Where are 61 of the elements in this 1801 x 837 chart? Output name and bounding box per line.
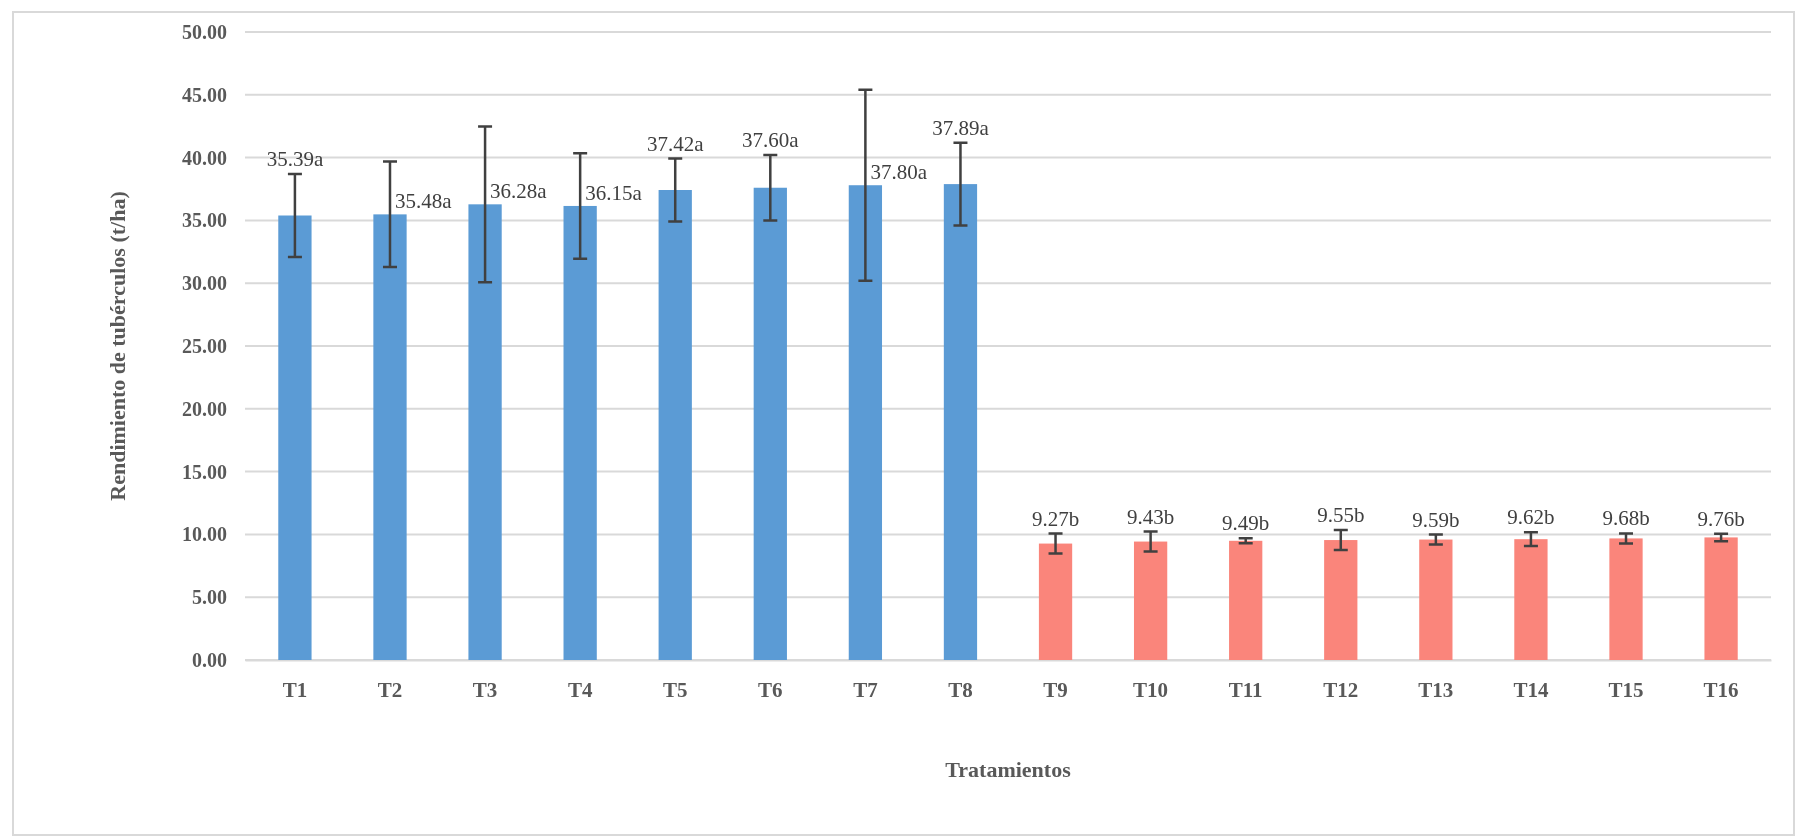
y-tick-label: 25.00 xyxy=(182,334,227,357)
data-label: 37.80a xyxy=(870,160,928,185)
x-tick-label: T9 xyxy=(1043,677,1068,702)
bar xyxy=(1609,538,1643,660)
x-tick-label: T3 xyxy=(472,677,498,702)
y-tick-label: 0.00 xyxy=(192,648,227,671)
x-tick-label: T11 xyxy=(1228,677,1263,702)
x-tick-label: T13 xyxy=(1418,677,1454,702)
data-label: 9.59b xyxy=(1412,507,1460,532)
bar xyxy=(1324,540,1358,660)
bar xyxy=(468,204,502,660)
x-tick-label: T16 xyxy=(1703,677,1739,702)
x-tick-label: T15 xyxy=(1608,677,1644,702)
data-label: 9.27b xyxy=(1031,506,1080,531)
x-tick-label: T2 xyxy=(377,677,403,702)
data-label: 37.42a xyxy=(646,131,705,156)
data-label: 35.48a xyxy=(394,189,453,214)
bar xyxy=(1704,537,1738,660)
bar xyxy=(373,214,407,660)
bar xyxy=(1419,539,1453,660)
data-label: 9.76b xyxy=(1697,506,1745,531)
y-tick-label: 45.00 xyxy=(182,83,227,106)
x-tick-label: T5 xyxy=(662,677,688,702)
y-tick-label: 15.00 xyxy=(182,460,227,483)
x-tick-label: T8 xyxy=(948,677,973,702)
data-label: 9.68b xyxy=(1602,506,1650,531)
bar xyxy=(943,184,978,660)
y-tick-label: 35.00 xyxy=(182,209,227,232)
bar xyxy=(1229,540,1263,660)
bar xyxy=(848,185,883,660)
data-label: 37.60a xyxy=(742,128,800,153)
bar xyxy=(1514,539,1548,660)
data-label: 9.43b xyxy=(1126,504,1175,529)
data-label: 36.28a xyxy=(490,179,548,204)
y-tick-label: 10.00 xyxy=(182,523,227,546)
bar xyxy=(1038,543,1073,660)
x-tick-label: T10 xyxy=(1133,677,1169,702)
bar xyxy=(278,215,312,660)
bar xyxy=(753,187,787,660)
bar xyxy=(658,190,692,660)
y-tick-label: 30.00 xyxy=(182,272,227,295)
y-tick-label: 20.00 xyxy=(182,397,227,420)
data-label: 37.89a xyxy=(932,115,990,140)
data-label: 35.39a xyxy=(266,147,324,172)
data-label: 9.62b xyxy=(1507,505,1555,530)
x-axis-title: Tratamientos xyxy=(945,757,1072,782)
y-tick-label: 50.00 xyxy=(182,20,227,43)
y-axis-title: Rendimiento de tubérculos (t/ha) xyxy=(105,191,130,501)
data-label: 9.55b xyxy=(1317,503,1365,527)
x-tick-label: T14 xyxy=(1513,677,1549,702)
y-tick-label: 5.00 xyxy=(192,586,227,609)
x-tick-label: T1 xyxy=(282,677,308,702)
bar xyxy=(1133,541,1168,660)
bar xyxy=(563,205,597,660)
x-tick-label: T7 xyxy=(853,677,878,702)
y-tick-label: 40.00 xyxy=(182,146,227,169)
x-tick-label: T6 xyxy=(758,677,783,702)
x-tick-label: T12 xyxy=(1323,677,1359,702)
x-tick-label: T4 xyxy=(567,677,593,702)
data-label: 36.15a xyxy=(585,180,643,205)
data-label: 9.49b xyxy=(1222,511,1270,536)
